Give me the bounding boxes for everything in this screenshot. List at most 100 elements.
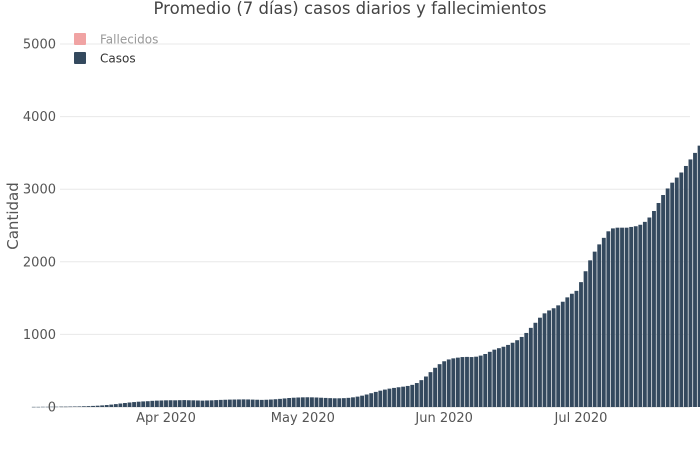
bar-casos [95, 405, 100, 407]
legend-swatch [74, 52, 86, 64]
bar-casos [291, 397, 296, 407]
bar-casos [232, 399, 237, 407]
x-axis-ticks: Apr 2020 May 2020 Jun 2020 Jul 2020 [136, 411, 607, 426]
bar-casos [72, 406, 77, 407]
y-tick-label: 3000 [23, 183, 56, 198]
bar-casos [392, 387, 396, 407]
bar-casos [665, 188, 670, 407]
bar-casos [542, 313, 547, 407]
bar-casos [382, 389, 387, 407]
bar-casos [159, 400, 164, 407]
bar-casos [360, 395, 365, 407]
bar-casos [483, 354, 488, 407]
bar-casos [460, 357, 465, 407]
bar-casos [551, 308, 556, 407]
bar-casos [620, 227, 624, 407]
bar-casos [337, 398, 342, 407]
legend[interactable]: Fallecidos Casos [74, 33, 158, 66]
bar-casos [670, 182, 675, 407]
bar-casos [255, 399, 260, 407]
bar-casos [123, 403, 127, 407]
bar-casos [351, 397, 355, 407]
bar-casos [173, 400, 178, 407]
bar-casos [674, 177, 679, 407]
bar-casos [492, 349, 497, 407]
y-axis-ticks: 0 1000 2000 3000 4000 5000 [23, 38, 56, 416]
bar-casos [396, 387, 401, 407]
bar-casos [227, 399, 232, 407]
bar-casos [264, 399, 269, 407]
bar-casos [437, 364, 442, 407]
bar-casos [469, 357, 474, 407]
bar-casos [638, 224, 643, 407]
bar-casos [547, 310, 552, 407]
bar-casos [296, 397, 301, 407]
legend-item-fallecidos[interactable]: Fallecidos [74, 33, 158, 47]
bar-casos [323, 397, 328, 407]
bar-casos [54, 406, 59, 408]
bar-casos [77, 406, 82, 407]
legend-label: Casos [100, 52, 136, 66]
bar-casos [433, 367, 437, 407]
bar-casos [428, 372, 433, 407]
bar-casos [145, 401, 150, 407]
bar-casos [59, 406, 64, 408]
bar-casos [656, 202, 661, 407]
x-tick-label: Apr 2020 [136, 411, 196, 426]
legend-item-casos[interactable]: Casos [74, 52, 136, 66]
bar-casos [209, 400, 214, 407]
bar-casos [118, 403, 123, 407]
bar-casos [186, 400, 191, 407]
bar-casos [446, 359, 451, 407]
bar-casos [328, 398, 333, 407]
bar-casos [588, 260, 593, 407]
bar-casos [86, 406, 91, 407]
bar-casos [693, 152, 697, 407]
bar-casos [241, 399, 246, 407]
bar-casos [369, 393, 374, 407]
bar-casos [81, 406, 86, 407]
bar-casos [378, 390, 383, 407]
bar-casos [496, 348, 501, 407]
bar-casos [533, 322, 538, 407]
bar-casos [113, 404, 118, 407]
bar-casos [246, 399, 251, 407]
bar-casos [355, 396, 360, 407]
bar-casos [104, 405, 109, 407]
bar-casos [661, 195, 666, 407]
bar-casos [205, 400, 209, 407]
chart-title: Promedio (7 días) casos diarios y fallec… [154, 0, 547, 18]
bar-casos [451, 358, 456, 407]
bar-casos [319, 397, 323, 407]
bar-casos [310, 397, 314, 407]
y-tick-label: 2000 [23, 255, 56, 270]
bar-casos [45, 406, 50, 408]
bar-casos [364, 394, 369, 407]
bar-casos [164, 400, 168, 407]
bar-casos [282, 398, 287, 407]
bar-casos [332, 398, 337, 407]
bar-casos [510, 342, 515, 407]
bar-casos [410, 384, 415, 407]
bar-casos [487, 351, 492, 407]
bar-casos [414, 383, 419, 407]
bar-casos [100, 405, 105, 407]
legend-swatch [74, 33, 86, 45]
bar-casos [132, 402, 137, 407]
bar-casos [601, 237, 606, 407]
y-tick-label: 5000 [23, 38, 56, 53]
bar-casos [346, 397, 351, 407]
bar-casos [287, 398, 292, 407]
bar-casos [524, 332, 529, 407]
bar-casos [528, 327, 533, 407]
bar-casos [624, 227, 629, 407]
bar-casos [373, 391, 378, 407]
x-tick-label: Jun 2020 [414, 411, 473, 426]
bar-casos [68, 406, 73, 408]
bar-casos [597, 244, 602, 407]
bar-casos [679, 172, 684, 407]
bar-casos [556, 305, 561, 407]
bar-casos [31, 406, 36, 408]
bar-casos [154, 400, 159, 407]
bar-casos [506, 344, 510, 407]
